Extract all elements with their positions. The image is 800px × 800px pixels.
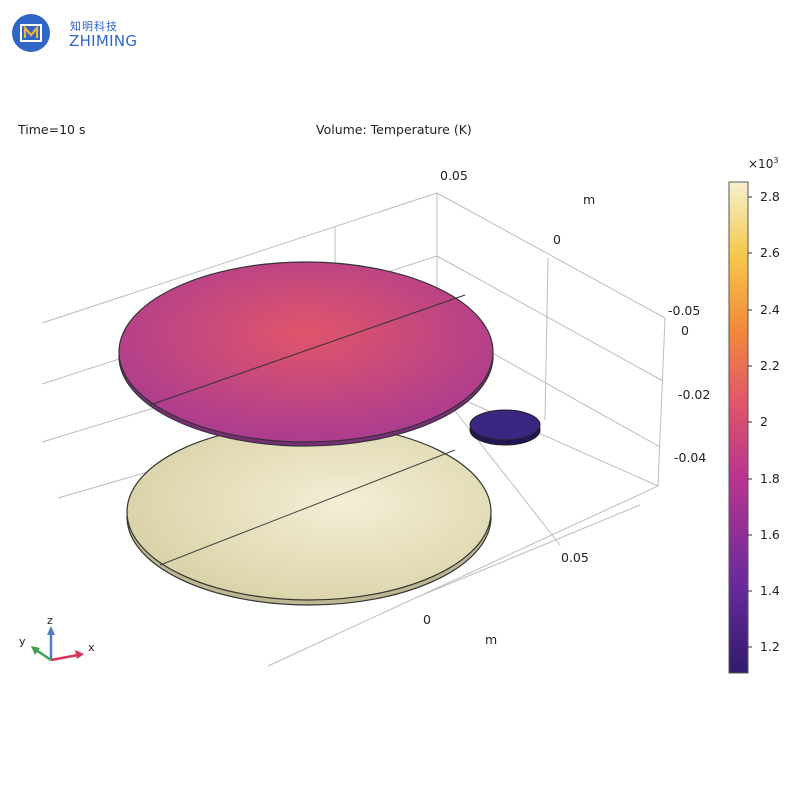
y-tick-label: 0 xyxy=(553,232,561,247)
z-tick-label: 0.05 xyxy=(440,168,468,183)
right-tick-label: -0.02 xyxy=(678,387,711,402)
unit-label-top: m xyxy=(583,192,596,207)
plot-title: Volume: Temperature (K) xyxy=(316,122,472,137)
x-tick-label: 0 xyxy=(423,612,431,627)
colorbar-tick: 2.4 xyxy=(760,302,780,317)
x-tick-label: 0.05 xyxy=(561,550,589,565)
bottom-disk xyxy=(126,423,492,606)
colorbar-tick: 2.8 xyxy=(760,189,780,204)
colorbar-tick: 1.8 xyxy=(760,471,780,486)
colorbar-multiplier-exponent: 3 xyxy=(773,156,779,165)
colorbar-tick: 1.6 xyxy=(760,527,780,542)
logo-english-text: ZHIMING xyxy=(69,32,138,50)
zhiming-logo: 知明科技 ZHIMING xyxy=(12,14,172,58)
right-tick-label: 0 xyxy=(681,323,689,338)
colorbar-tick: 2 xyxy=(760,414,768,429)
right-tick-label: -0.04 xyxy=(674,450,707,465)
colorbar-multiplier-base: ×10 xyxy=(748,157,774,171)
top-disk xyxy=(118,261,494,447)
small-disk xyxy=(469,409,541,446)
logo-chinese-text: 知明科技 xyxy=(70,20,118,33)
logo-mark-icon xyxy=(12,14,50,52)
triad-y-label: y xyxy=(19,635,26,648)
time-label: Time=10 s xyxy=(18,122,86,137)
colorbar-tick: 1.2 xyxy=(760,639,780,654)
colorbar xyxy=(728,181,752,674)
triad-x-label: x xyxy=(88,641,95,654)
axis-triad xyxy=(31,626,84,662)
colorbar-tick: 2.6 xyxy=(760,245,780,260)
unit-label-bottom: m xyxy=(485,632,498,647)
colorbar-multiplier: ×103 xyxy=(748,156,779,171)
triad-z-label: z xyxy=(47,614,53,627)
colorbar-tick: 2.2 xyxy=(760,358,780,373)
right-tick-label: -0.05 xyxy=(668,303,701,318)
colorbar-tick: 1.4 xyxy=(760,583,780,598)
